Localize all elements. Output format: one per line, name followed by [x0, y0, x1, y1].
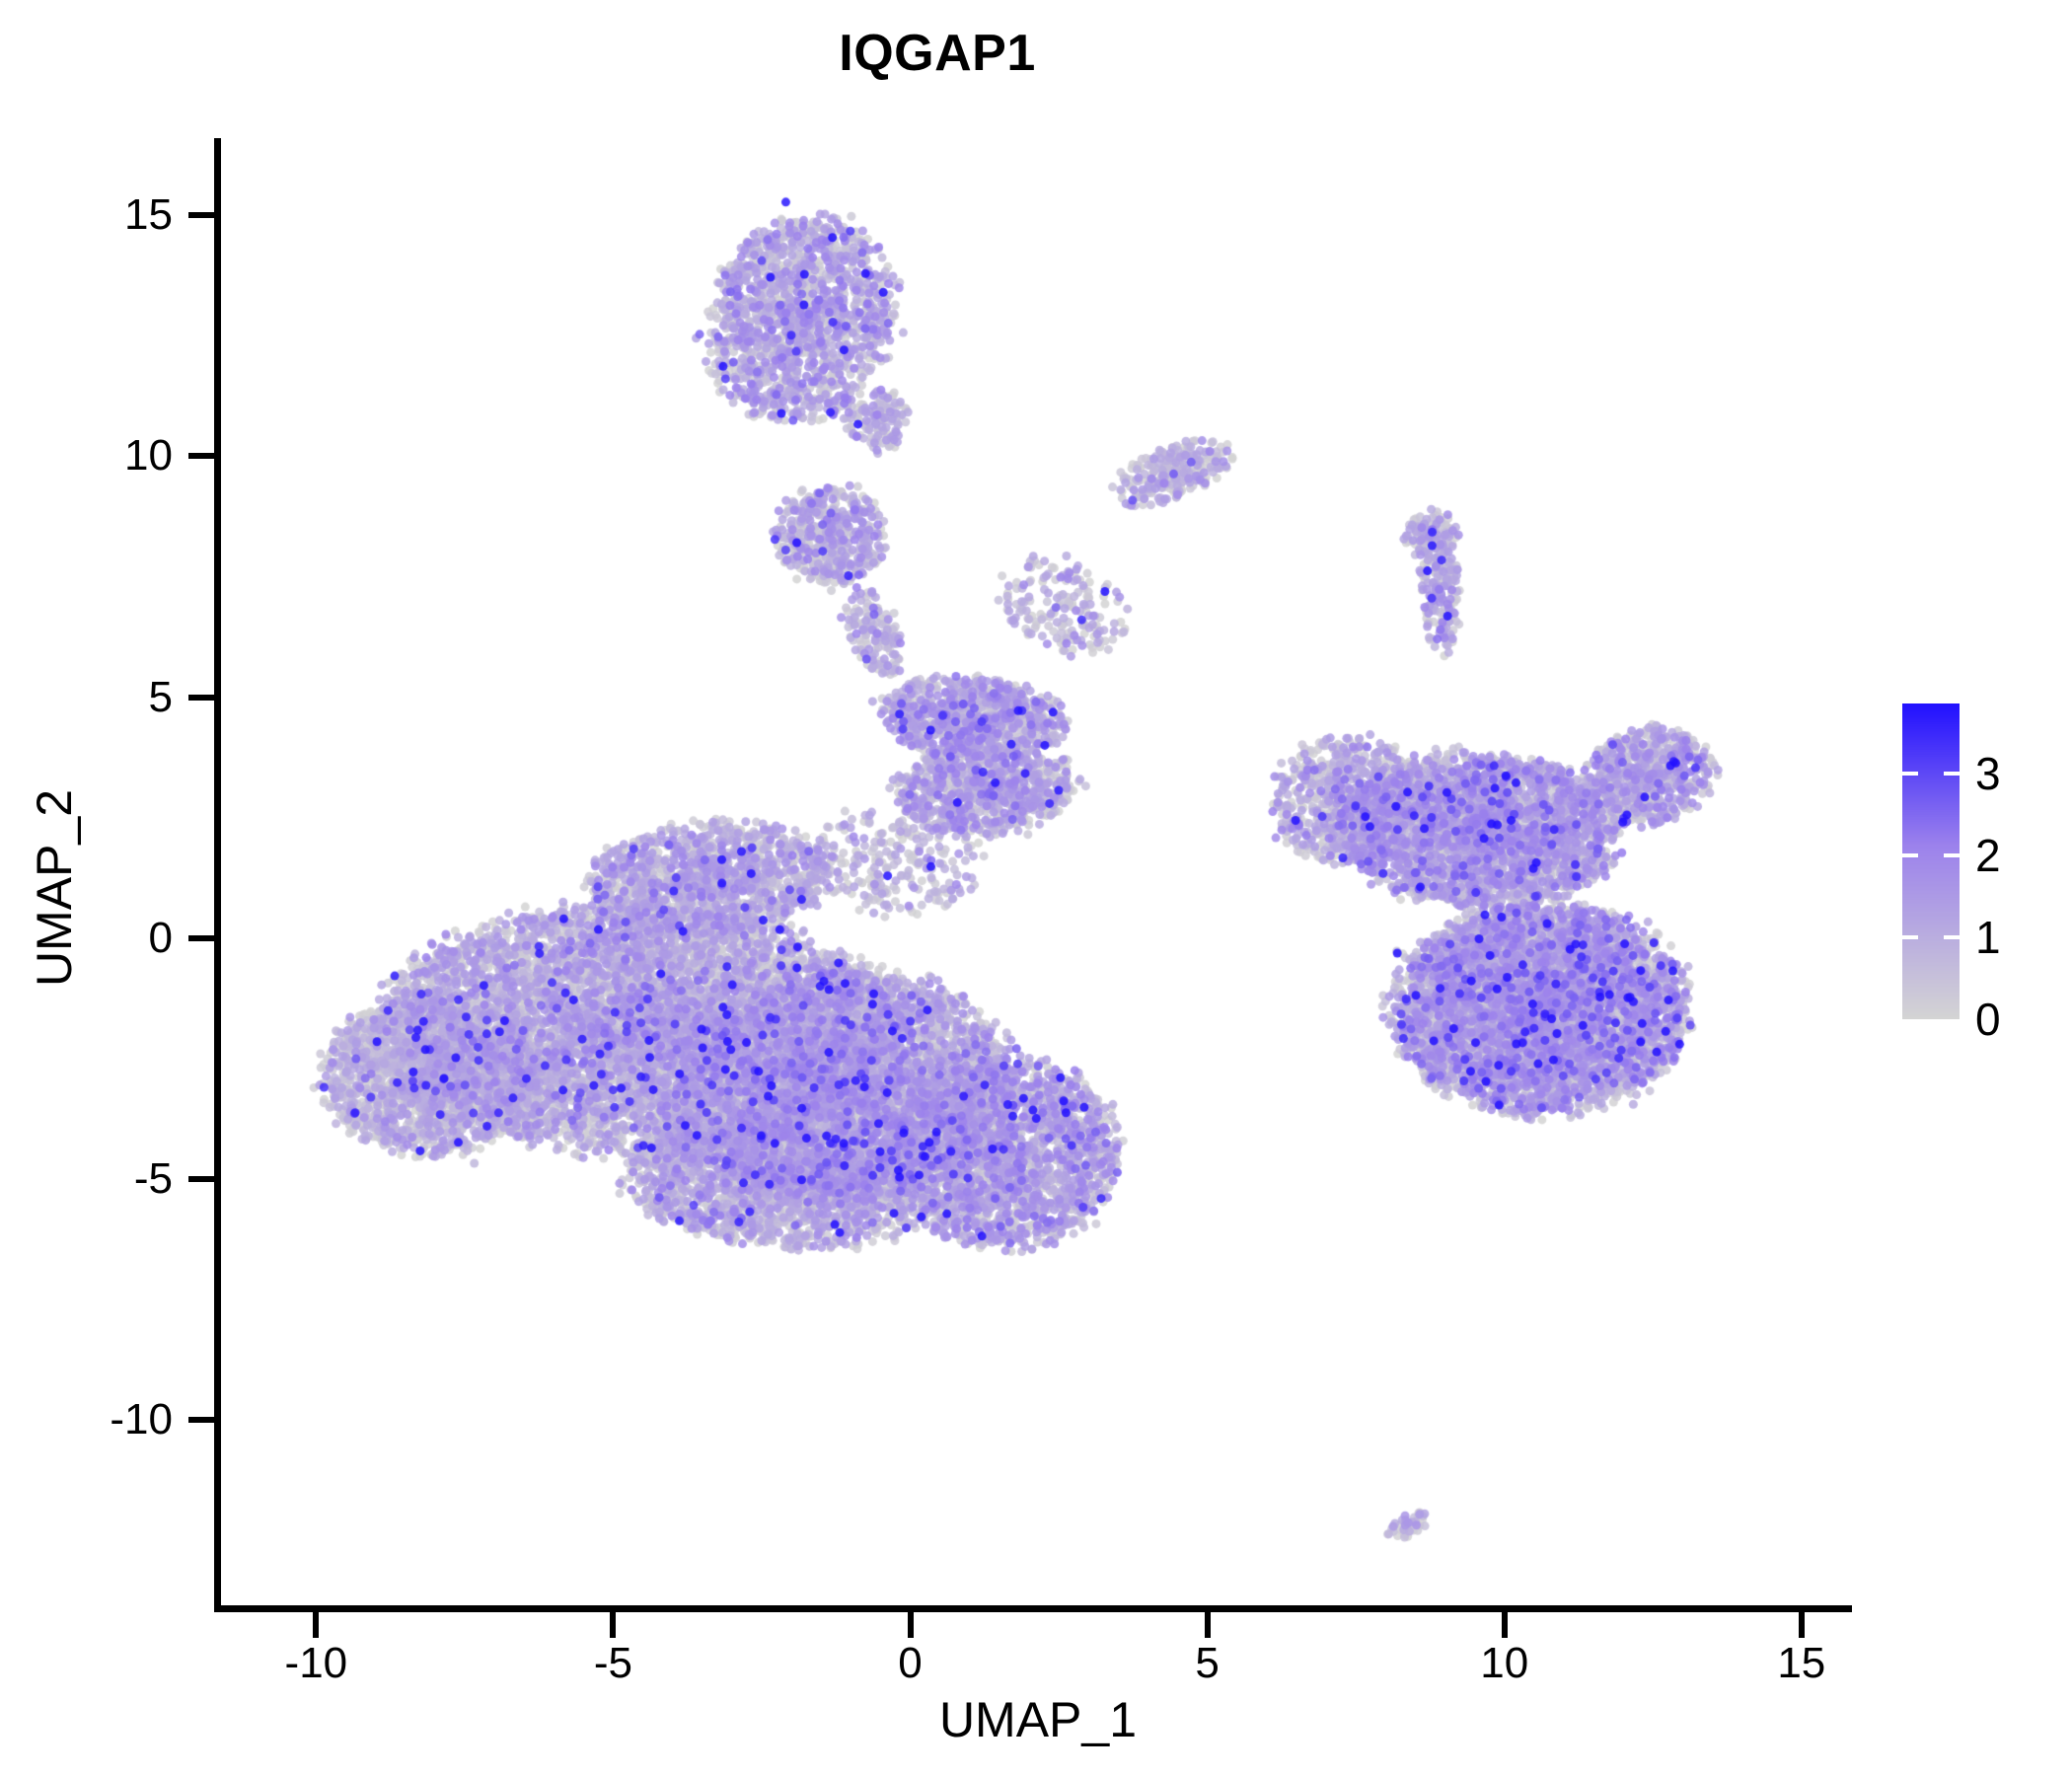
y-tick-mark: [188, 212, 214, 219]
y-axis-label: UMAP_2: [27, 788, 82, 988]
scatter-canvas: [221, 138, 1855, 1608]
colorbar-tick-label: 0: [1975, 994, 2001, 1045]
colorbar-tick-mark: [1944, 934, 1960, 939]
x-tick-label: -5: [593, 1639, 632, 1687]
x-tick-label: 0: [898, 1639, 923, 1687]
plot-panel: [221, 138, 1855, 1608]
x-tick-mark: [1501, 1612, 1508, 1638]
x-tick-mark: [1798, 1612, 1805, 1638]
x-axis-label: UMAP_1: [938, 1692, 1138, 1747]
x-tick-label: -10: [284, 1639, 348, 1687]
y-tick-label: 15: [124, 190, 173, 240]
x-tick-mark: [1204, 1612, 1211, 1638]
y-tick-mark: [188, 453, 214, 460]
x-axis-spine: [214, 1605, 1852, 1612]
y-tick-label: -5: [133, 1154, 173, 1204]
colorbar-tick-label: 3: [1975, 747, 2001, 799]
y-tick-label: 10: [124, 431, 173, 481]
x-tick-mark: [313, 1612, 320, 1638]
x-tick-label: 5: [1195, 1639, 1220, 1687]
y-tick-label: -10: [110, 1395, 173, 1444]
colorbar-tick-mark: [1902, 934, 1918, 939]
colorbar-tick-mark: [1902, 771, 1918, 776]
colorbar-tick-label: 1: [1975, 911, 2001, 963]
y-axis-ticks: 15 10 5 0 -5 -10: [0, 0, 188, 1776]
x-tick-label: 15: [1777, 1639, 1826, 1687]
colorbar-tick-mark: [1902, 852, 1918, 857]
y-tick-mark: [188, 1176, 214, 1183]
page-title: IQGAP1: [839, 25, 1036, 82]
colorbar-tick-mark: [1944, 771, 1960, 776]
colorbar-tick-mark: [1944, 852, 1960, 857]
x-tick-mark: [907, 1612, 914, 1638]
y-axis-spine: [214, 138, 221, 1605]
x-tick-mark: [610, 1612, 617, 1638]
colorbar-tick-label: 2: [1975, 829, 2001, 881]
x-tick-label: 10: [1480, 1639, 1529, 1687]
colorbar-gradient: [1902, 703, 1960, 1019]
y-tick-mark: [188, 694, 214, 701]
colorbar-legend: [1902, 703, 1960, 1019]
y-tick-mark: [188, 1417, 214, 1424]
y-tick-label: 5: [148, 672, 173, 721]
y-tick-label: 0: [148, 913, 173, 962]
y-tick-mark: [188, 934, 214, 941]
